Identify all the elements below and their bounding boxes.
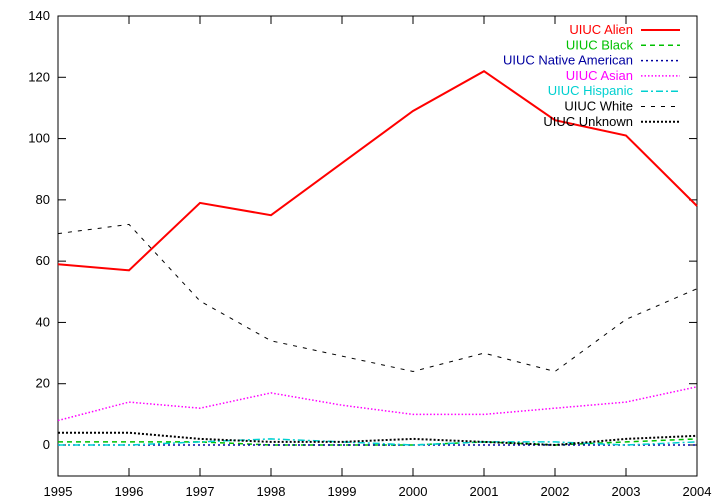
legend-label-uiuc-hispanic: UIUC Hispanic [548, 83, 634, 98]
series-line-uiuc-black [58, 438, 698, 446]
x-tick-label: 2000 [399, 484, 428, 499]
y-tick-label: 0 [43, 437, 50, 452]
x-tick-label: 1999 [328, 484, 357, 499]
y-tick-label: 60 [36, 253, 50, 268]
legend-label-uiuc-asian: UIUC Asian [566, 68, 633, 83]
y-tick-label: 100 [28, 131, 50, 146]
series-line-uiuc-hispanic [58, 438, 698, 446]
series-lines [57, 70, 698, 447]
y-tick-label: 80 [36, 192, 50, 207]
series-line-uiuc-asian [57, 386, 698, 422]
x-tick-label: 1996 [115, 484, 144, 499]
y-tick-label: 40 [36, 314, 50, 329]
x-tick-label: 1997 [186, 484, 215, 499]
legend-label-uiuc-black: UIUC Black [566, 37, 634, 52]
legend-label-uiuc-native-american: UIUC Native American [503, 53, 633, 68]
x-tick-label: 2001 [470, 484, 499, 499]
x-tick-label: 2003 [612, 484, 641, 499]
x-tick-label: 2002 [541, 484, 570, 499]
y-tick-label: 120 [28, 69, 50, 84]
legend-label-uiuc-white: UIUC White [564, 99, 633, 114]
series-line-uiuc-unknown [58, 431, 698, 447]
legend-label-uiuc-alien: UIUC Alien [569, 22, 633, 37]
y-tick-label: 20 [36, 376, 50, 391]
plot-frame [57, 15, 698, 477]
x-tick-label: 1995 [44, 484, 73, 499]
legend-label-uiuc-unknown: UIUC Unknown [543, 114, 633, 129]
axes: 0 20 40 60 80 100 120 140 1995 1996 1997 1998 1999 20… [28, 8, 711, 499]
y-tick-label: 140 [28, 8, 50, 23]
series-line-uiuc-white [57, 223, 698, 373]
x-tick-label: 1998 [257, 484, 286, 499]
series-line-uiuc-alien [57, 70, 698, 272]
x-tick-label: 2004 [683, 484, 712, 499]
